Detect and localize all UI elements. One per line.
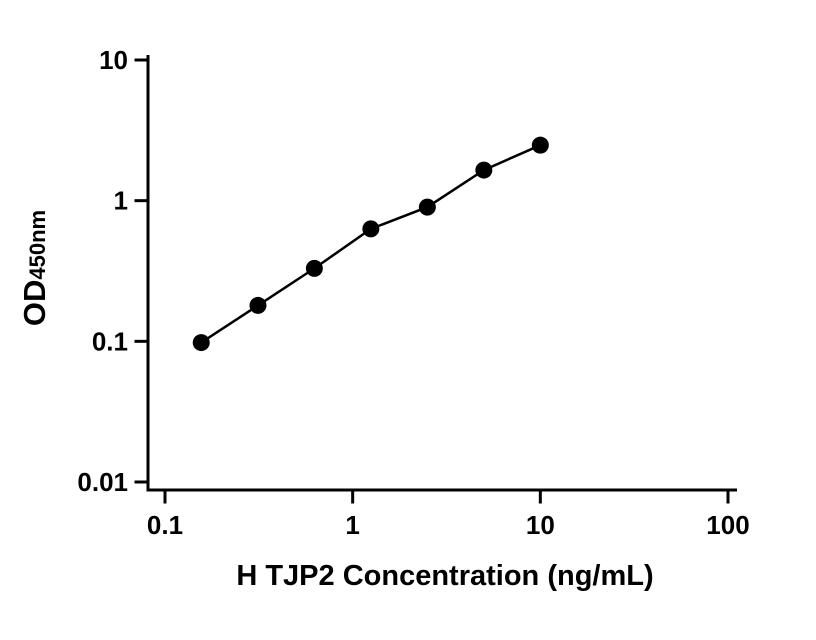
data-point: [305, 259, 323, 277]
y-axis-title: OD450nm: [17, 210, 52, 326]
y-tick-label: 1: [114, 186, 128, 216]
x-tick-label: 1: [345, 510, 359, 540]
y-axis-title-main: OD: [17, 280, 52, 327]
data-point: [249, 296, 267, 314]
y-tick-label: 0.01: [77, 467, 128, 497]
x-tick-label: 100: [706, 510, 749, 540]
data-point: [362, 220, 380, 238]
x-tick-label: 0.1: [147, 510, 183, 540]
x-tick-label: 10: [526, 510, 555, 540]
y-tick-label: 10: [99, 45, 128, 75]
data-point: [192, 334, 210, 352]
y-axis-title-sub: 450nm: [25, 210, 50, 280]
data-point: [531, 136, 549, 154]
data-point: [418, 198, 436, 216]
data-point: [475, 161, 493, 179]
x-axis-title: H TJP2 Concentration (ng/mL): [236, 560, 653, 592]
y-tick-label: 0.1: [92, 326, 128, 356]
